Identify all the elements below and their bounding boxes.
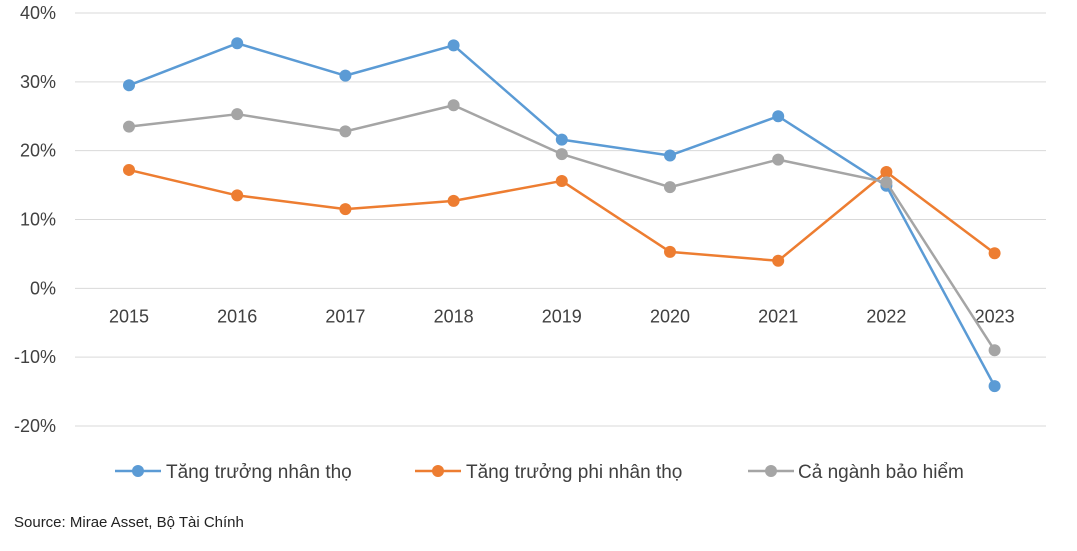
x-tick-label: 2020 xyxy=(650,306,690,326)
data-point xyxy=(664,245,676,258)
data-point xyxy=(880,166,893,179)
legend-item: Cả ngành bảo hiểm xyxy=(748,462,964,483)
data-point xyxy=(772,153,785,166)
data-point xyxy=(339,125,352,138)
x-tick-label: 2017 xyxy=(325,306,365,326)
y-tick-label: 40% xyxy=(20,3,56,23)
y-tick-label: 10% xyxy=(20,210,56,230)
legend-marker xyxy=(132,465,144,477)
legend-item: Tăng trưởng nhân thọ xyxy=(115,462,352,483)
y-axis-tick-labels: 40% 30% 20% 10% 0% -10% -20% xyxy=(14,3,56,436)
data-point xyxy=(988,344,1001,357)
data-point xyxy=(555,174,568,187)
data-point xyxy=(880,176,893,189)
y-tick-label: 20% xyxy=(20,141,56,161)
x-tick-label: 2019 xyxy=(542,306,582,326)
data-point xyxy=(231,189,244,202)
source-label: Source: xyxy=(14,514,66,531)
source-note: Source: Mirae Asset, Bộ Tài Chính xyxy=(14,514,244,531)
data-point xyxy=(123,163,135,176)
legend-label: Tăng trưởng nhân thọ xyxy=(166,462,352,483)
legend-item: Tăng trưởng phi nhân thọ xyxy=(415,462,682,483)
x-tick-label: 2023 xyxy=(975,306,1015,326)
data-point xyxy=(447,39,460,52)
data-point xyxy=(555,148,568,161)
legend-label: Cả ngành bảo hiểm xyxy=(798,462,964,483)
y-tick-label: -10% xyxy=(14,347,56,367)
x-tick-label: 2018 xyxy=(434,306,474,326)
legend-label: Tăng trưởng phi nhân thọ xyxy=(466,462,682,483)
series-line xyxy=(128,42,996,387)
data-point xyxy=(664,149,676,162)
gridlines xyxy=(75,12,1046,427)
data-point xyxy=(123,79,135,92)
legend-marker xyxy=(765,465,777,477)
data-point xyxy=(447,99,460,112)
x-tick-label: 2022 xyxy=(866,306,906,326)
data-point xyxy=(339,203,352,216)
data-point xyxy=(772,254,785,267)
data-point xyxy=(772,110,785,123)
data-point xyxy=(231,108,244,121)
x-tick-label: 2016 xyxy=(217,306,257,326)
y-tick-label: 30% xyxy=(20,72,56,92)
data-point xyxy=(555,133,568,146)
legend-marker xyxy=(432,465,444,477)
x-tick-label: 2015 xyxy=(109,306,149,326)
data-point xyxy=(447,194,460,207)
data-point xyxy=(231,37,244,50)
x-axis-tick-labels: 2015 2016 2017 2018 2019 2020 2021 2022 2023 xyxy=(109,306,1015,326)
series-1 xyxy=(123,37,1001,393)
data-point xyxy=(123,120,135,133)
series-2 xyxy=(123,163,1001,267)
data-point xyxy=(988,380,1001,393)
data-point xyxy=(339,69,352,82)
data-point xyxy=(664,181,676,194)
series-3 xyxy=(123,99,1001,357)
data-point xyxy=(988,247,1001,260)
legend: Tăng trưởng nhân thọ Tăng trưởng phi nhân… xyxy=(115,462,964,483)
source-text: Mirae Asset, Bộ Tài Chính xyxy=(69,514,244,531)
series-lines xyxy=(123,37,1001,393)
y-tick-label: -20% xyxy=(14,416,56,436)
x-tick-label: 2021 xyxy=(758,306,798,326)
y-tick-label: 0% xyxy=(30,278,56,298)
